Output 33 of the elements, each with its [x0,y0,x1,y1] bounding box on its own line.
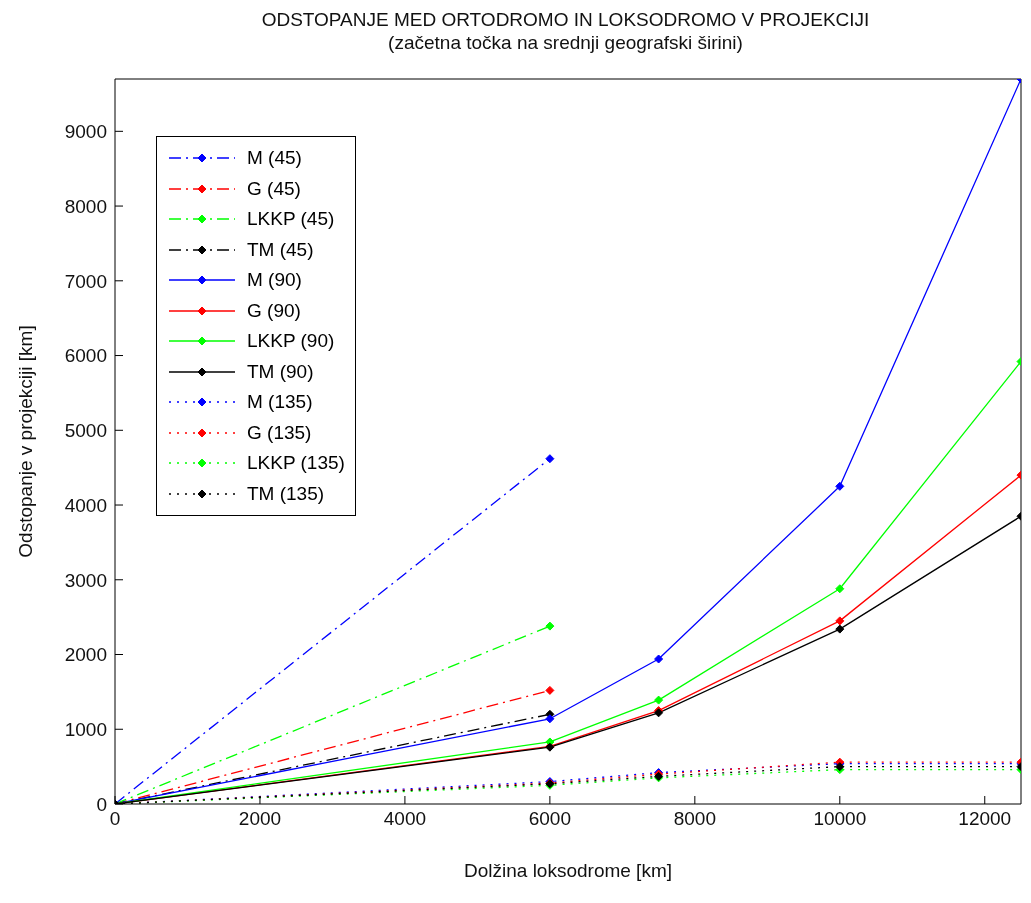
y-tick-label: 6000 [64,345,107,367]
x-tick-label: 0 [109,808,121,830]
y-tick-label: 0 [96,793,107,815]
y-tick-label: 3000 [64,569,107,591]
x-tick-label: 12000 [958,808,1012,830]
x-tick-label: 10000 [813,808,867,830]
legend-label: G (135) [247,421,312,444]
y-tick-label: 1000 [64,719,107,740]
x-tick-label: 2000 [238,808,282,830]
y-tick-label: 5000 [64,420,107,442]
y-tick-label: 7000 [64,270,107,292]
legend-label: M (135) [247,391,313,414]
legend-label: LKKP (90) [247,330,335,353]
x-tick-label: 4000 [383,808,427,830]
legend-label: G (90) [247,299,301,322]
y-tick-label: 4000 [64,494,107,516]
chart-subtitle: (začetna točka na srednji geografski širini) [387,31,744,54]
y-tick-label: 9000 [64,121,107,143]
legend-label: M (90) [247,269,302,292]
legend-label: LKKP (45) [247,208,335,231]
y-tick-label: 8000 [64,195,107,217]
chart-title: ODSTOPANJE MED ORTODROMO IN LOKSODROMO V PROJEKCIJI [260,8,871,31]
x-tick-label: 8000 [673,808,716,830]
legend-label: TM (45) [247,238,314,261]
y-axis-title: Odstopanje v projekciji [km] [14,325,36,558]
legend-label: TM (135) [247,482,325,505]
legend-label: TM (90) [247,360,314,383]
legend-label: G (45) [247,177,301,200]
x-tick-label: 6000 [528,808,572,830]
legend-label: LKKP (135) [247,452,345,475]
y-tick-label: 2000 [64,644,107,666]
legend-label: M (45) [247,147,302,170]
x-axis-title: Dolžina loksodrome [km] [463,860,673,882]
